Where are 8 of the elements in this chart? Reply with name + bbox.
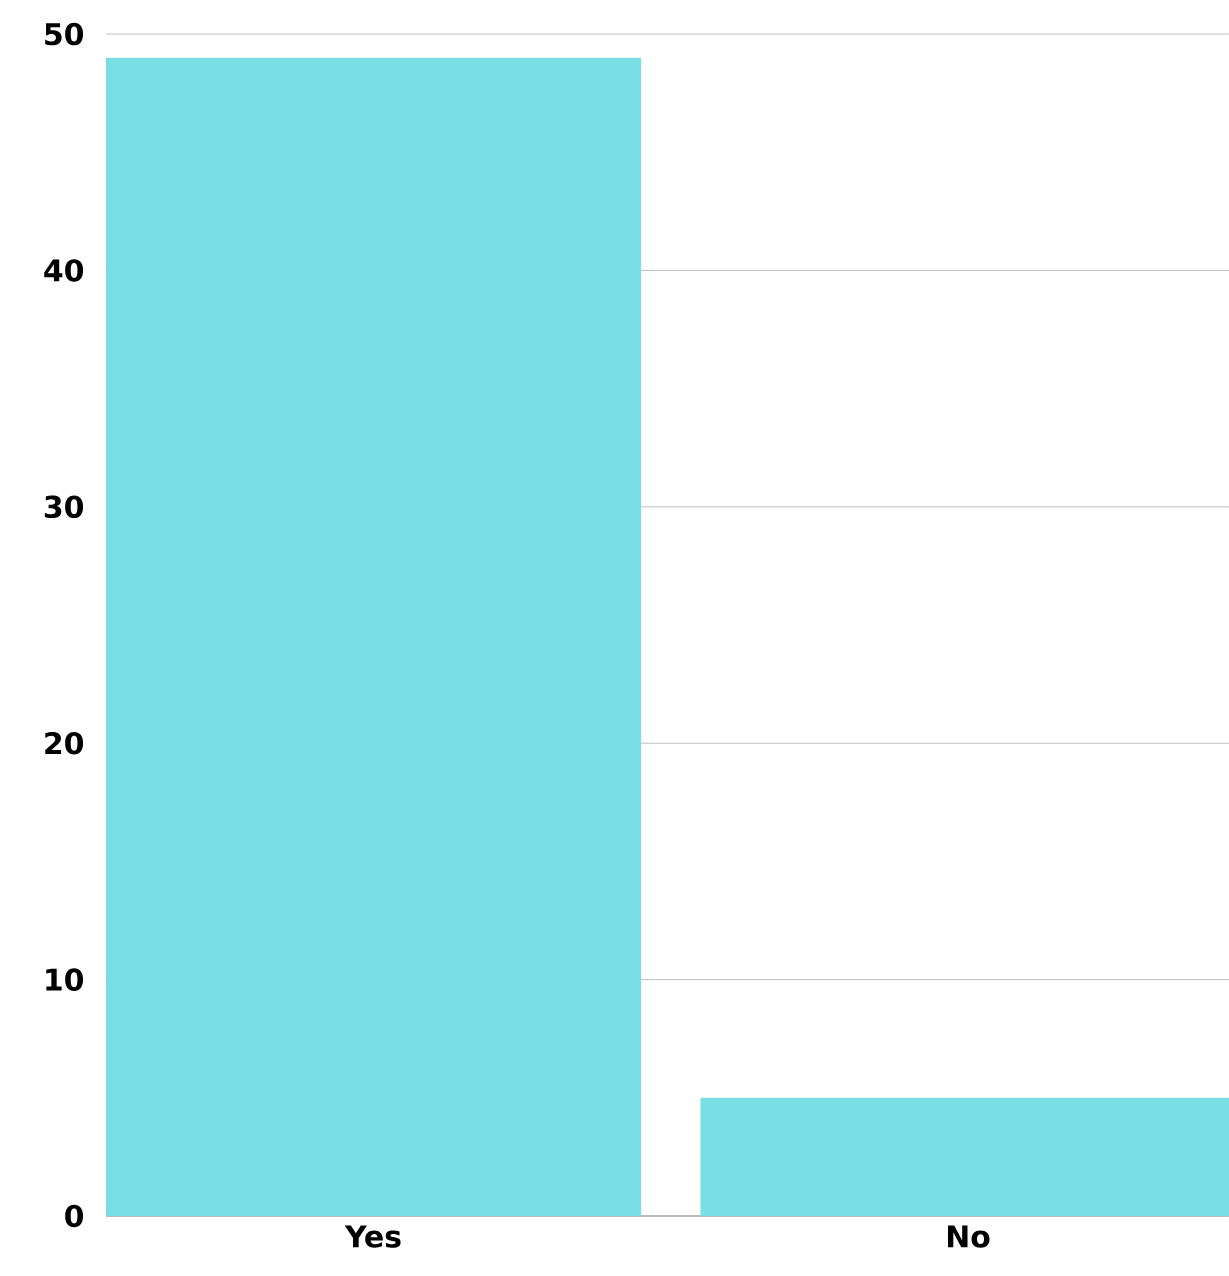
y-tick-label: 30 (44, 495, 84, 519)
y-tick-label: 50 (45, 22, 84, 46)
x-tick-label: No (947, 1225, 990, 1248)
y-tick-label: 40 (44, 259, 84, 282)
y-tick-label: 20 (45, 731, 84, 755)
y-tick-label: 10 (46, 968, 84, 991)
y-tick-label: 0 (65, 1204, 84, 1228)
x-tick-label: Yes (344, 1225, 401, 1248)
